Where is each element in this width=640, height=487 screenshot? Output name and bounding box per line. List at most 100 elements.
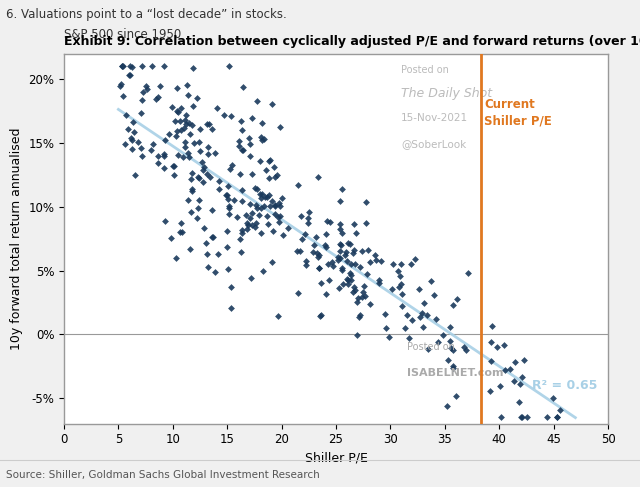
Point bbox=[219, 111, 229, 119]
Point bbox=[460, 346, 470, 354]
Point bbox=[115, 82, 125, 90]
Point bbox=[308, 248, 318, 256]
Point bbox=[323, 260, 333, 267]
Point bbox=[192, 94, 202, 102]
Text: @SoberLook: @SoberLook bbox=[401, 139, 467, 149]
Point bbox=[250, 201, 260, 209]
Point bbox=[552, 413, 563, 421]
Point bbox=[296, 212, 306, 220]
Point bbox=[255, 229, 266, 237]
Point bbox=[447, 347, 458, 355]
Point bbox=[193, 214, 203, 222]
Point bbox=[518, 356, 529, 364]
Point bbox=[227, 112, 237, 120]
Point bbox=[357, 247, 367, 255]
Point bbox=[394, 272, 404, 280]
Point bbox=[433, 338, 444, 346]
Point bbox=[268, 227, 278, 235]
Point bbox=[126, 134, 136, 142]
Point bbox=[237, 229, 247, 237]
Text: R² = 0.65: R² = 0.65 bbox=[532, 379, 597, 392]
Point bbox=[312, 249, 322, 257]
Point bbox=[193, 205, 203, 212]
Point bbox=[273, 213, 283, 221]
Point bbox=[400, 324, 410, 332]
Point bbox=[151, 95, 161, 103]
Point bbox=[245, 214, 255, 222]
Point bbox=[210, 149, 220, 156]
Point bbox=[303, 208, 314, 216]
Point bbox=[300, 230, 310, 238]
Point bbox=[341, 248, 351, 256]
Point bbox=[356, 293, 367, 300]
Point bbox=[446, 344, 456, 352]
Point bbox=[225, 165, 235, 173]
Point bbox=[270, 202, 280, 209]
Point bbox=[194, 138, 204, 146]
Point bbox=[179, 124, 189, 132]
Point bbox=[167, 103, 177, 111]
Point bbox=[116, 80, 126, 88]
Point bbox=[374, 276, 384, 283]
Point bbox=[265, 203, 275, 210]
Point bbox=[173, 108, 183, 115]
Point bbox=[360, 292, 370, 300]
Point bbox=[234, 137, 244, 145]
Point bbox=[311, 233, 321, 241]
Point bbox=[137, 96, 147, 104]
Point bbox=[303, 220, 313, 227]
Point bbox=[396, 260, 406, 267]
Point bbox=[223, 204, 234, 212]
Point bbox=[129, 128, 139, 136]
Point bbox=[278, 231, 288, 239]
Point bbox=[262, 213, 272, 221]
Point bbox=[159, 150, 169, 157]
Point bbox=[361, 198, 371, 206]
Point bbox=[269, 173, 280, 181]
Point bbox=[349, 260, 360, 268]
Point bbox=[369, 251, 380, 259]
Point bbox=[510, 358, 520, 366]
Point bbox=[516, 413, 526, 421]
Point bbox=[183, 150, 193, 157]
Point bbox=[175, 117, 185, 125]
Point bbox=[124, 71, 134, 79]
Point bbox=[542, 413, 552, 421]
Point bbox=[185, 130, 195, 138]
Point bbox=[335, 254, 345, 262]
Point bbox=[548, 394, 558, 402]
Point bbox=[187, 185, 197, 193]
Point bbox=[394, 283, 404, 291]
Point bbox=[116, 62, 127, 70]
Point bbox=[364, 258, 374, 266]
Point bbox=[257, 136, 267, 144]
Point bbox=[314, 264, 324, 272]
Point bbox=[195, 125, 205, 133]
Point bbox=[555, 407, 565, 414]
Point bbox=[359, 282, 369, 290]
Point bbox=[358, 288, 369, 296]
Point bbox=[176, 219, 186, 227]
Point bbox=[328, 262, 338, 269]
Point bbox=[133, 138, 143, 146]
Point bbox=[343, 239, 353, 247]
Text: Posted on: Posted on bbox=[401, 65, 449, 75]
Text: S&P 500 since 1950: S&P 500 since 1950 bbox=[64, 28, 181, 40]
Point bbox=[364, 246, 374, 254]
Point bbox=[172, 107, 182, 115]
Point bbox=[407, 316, 417, 324]
Point bbox=[293, 181, 303, 189]
Point bbox=[316, 279, 326, 287]
Point bbox=[259, 202, 269, 209]
Point bbox=[271, 171, 282, 179]
Point bbox=[200, 239, 211, 246]
Point bbox=[418, 323, 428, 331]
Point bbox=[207, 206, 217, 214]
Point bbox=[234, 142, 244, 150]
Point bbox=[353, 295, 363, 302]
Point bbox=[170, 117, 180, 125]
Point bbox=[182, 196, 193, 204]
Point bbox=[195, 147, 205, 155]
Point bbox=[448, 364, 458, 372]
Point bbox=[387, 285, 397, 293]
